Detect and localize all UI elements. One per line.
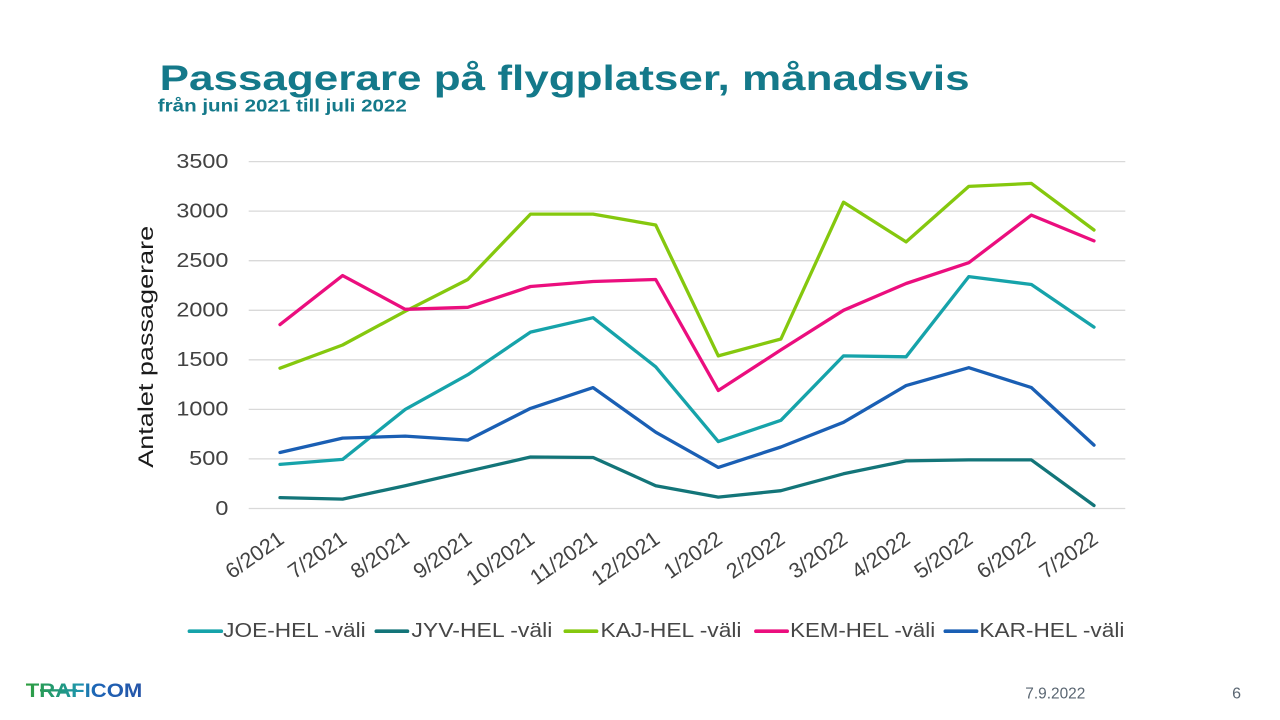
svg-text:3000: 3000: [176, 200, 228, 222]
svg-text:JOE-HEL -väli: JOE-HEL -väli: [223, 619, 366, 642]
svg-text:JYV-HEL -väli: JYV-HEL -väli: [411, 619, 552, 642]
svg-text:2500: 2500: [176, 250, 228, 272]
svg-text:2000: 2000: [176, 300, 228, 322]
svg-text:1500: 1500: [176, 349, 228, 371]
svg-text:0: 0: [215, 498, 228, 520]
svg-text:7.9.2022: 7.9.2022: [1025, 686, 1085, 703]
svg-text:Passagerare på flygplatser, må: Passagerare på flygplatser, månadsvis: [160, 59, 970, 98]
svg-text:3500: 3500: [176, 151, 228, 173]
svg-text:Antalet passagerare: Antalet passagerare: [135, 226, 158, 468]
svg-text:TRAFICOM: TRAFICOM: [26, 681, 143, 702]
svg-text:6: 6: [1232, 686, 1241, 703]
svg-text:från juni 2021 till juli 2022: från juni 2021 till juli 2022: [158, 95, 407, 115]
svg-text:KAR-HEL -väli: KAR-HEL -väli: [979, 619, 1124, 642]
svg-text:KAJ-HEL -väli: KAJ-HEL -väli: [601, 619, 742, 642]
svg-text:KEM-HEL -väli: KEM-HEL -väli: [790, 619, 935, 642]
svg-text:500: 500: [189, 448, 228, 470]
svg-text:1000: 1000: [176, 399, 228, 421]
